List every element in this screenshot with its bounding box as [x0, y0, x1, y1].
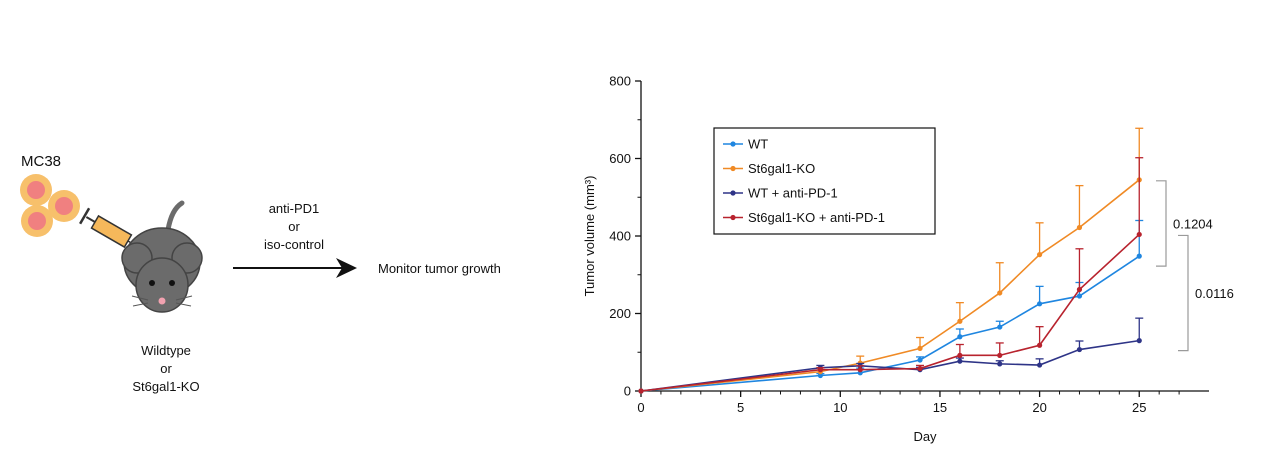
p-value-label: 0.0116	[1195, 286, 1234, 301]
legend-box	[713, 127, 936, 235]
data-point	[1136, 338, 1142, 344]
data-point	[817, 367, 823, 373]
y-tick-label: 600	[609, 151, 631, 166]
p-value-label: 0.1204	[1173, 216, 1213, 231]
legend-label: WT + anti-PD-1	[748, 186, 838, 201]
x-tick-label: 20	[1032, 400, 1046, 415]
treatment-line: iso-control	[264, 237, 324, 252]
x-axis-label: Day	[913, 429, 937, 444]
data-point	[917, 365, 923, 372]
schematic-drawing	[20, 174, 357, 313]
genotype-line: Wildtype	[141, 343, 191, 358]
data-point	[1036, 362, 1043, 368]
series-line	[640, 255, 1140, 392]
legend-swatch-marker	[730, 190, 736, 196]
y-tick-label: 400	[609, 229, 631, 244]
x-tick-label: 25	[1132, 400, 1146, 415]
genotype-line: or	[160, 361, 172, 376]
data-point	[1076, 224, 1083, 231]
data-point	[917, 357, 923, 363]
arrow-right-icon	[233, 258, 357, 278]
y-tick-label: 200	[609, 306, 631, 321]
mouse-icon	[121, 200, 203, 313]
legend-swatch-marker	[730, 141, 736, 147]
data-point	[1076, 293, 1083, 299]
legend-label: St6gal1-KO + anti-PD-1	[748, 210, 885, 225]
data-point	[997, 290, 1003, 296]
data-point	[997, 352, 1003, 358]
x-tick-label: 5	[737, 400, 744, 415]
data-point	[857, 367, 863, 373]
data-point	[1036, 252, 1043, 258]
chart-series	[638, 127, 1144, 394]
data-point	[1036, 342, 1043, 348]
y-axis-label: Tumor volume (mm³)	[582, 176, 597, 297]
data-point	[1136, 231, 1142, 238]
data-point	[957, 334, 963, 340]
data-point	[957, 358, 963, 364]
chart-axes: 0 200 400 600 800 0 5 10 15 20 25	[609, 74, 1209, 415]
chart-legend: WT St6gal1-KO WT + anti-PD-1 St6gal1-KO + a…	[713, 127, 936, 235]
chart-annotations: 0.1204 0.0116	[1156, 180, 1234, 352]
data-point	[957, 318, 963, 324]
y-tick-label: 800	[609, 74, 631, 89]
treatment-line: or	[288, 219, 300, 234]
data-point	[817, 372, 823, 379]
data-point	[997, 324, 1003, 330]
data-point	[997, 361, 1003, 367]
tumor-cells-icon	[20, 174, 80, 237]
significance-bracket	[1156, 180, 1167, 267]
legend-label: St6gal1-KO	[748, 161, 815, 176]
cell-line-label: MC38	[21, 153, 62, 170]
treatment-caption: anti-PD1 or iso-control	[236, 200, 352, 254]
legend-label: WT	[748, 137, 768, 152]
legend-swatch-marker	[730, 214, 736, 221]
series-st6gal1-ko-anti-pd-1	[638, 157, 1144, 394]
tumor-growth-chart: 0 200 400 600 800 0 5 10 15 20 25 WT St6gal1-KO WT +…	[582, 74, 1234, 445]
genotype-caption: Wildtype or St6gal1-KO	[100, 342, 232, 396]
data-point	[957, 352, 963, 358]
data-point	[638, 388, 644, 394]
readout-label: Monitor tumor growth	[378, 261, 501, 276]
data-point	[1076, 286, 1083, 293]
experiment-schematic: MC38	[0, 0, 560, 456]
legend-swatch-marker	[730, 165, 736, 172]
data-point	[917, 345, 923, 351]
data-point	[1136, 253, 1142, 259]
y-tick-label: 0	[624, 384, 631, 399]
x-tick-label: 0	[637, 400, 644, 415]
series-st6gal1-ko	[638, 127, 1144, 394]
genotype-line: St6gal1-KO	[132, 379, 200, 394]
data-point	[1076, 346, 1083, 353]
x-tick-label: 10	[833, 400, 847, 415]
treatment-line: anti-PD1	[268, 201, 320, 216]
x-tick-label: 15	[933, 400, 947, 415]
significance-bracket	[1178, 234, 1189, 352]
data-point	[1036, 301, 1043, 307]
